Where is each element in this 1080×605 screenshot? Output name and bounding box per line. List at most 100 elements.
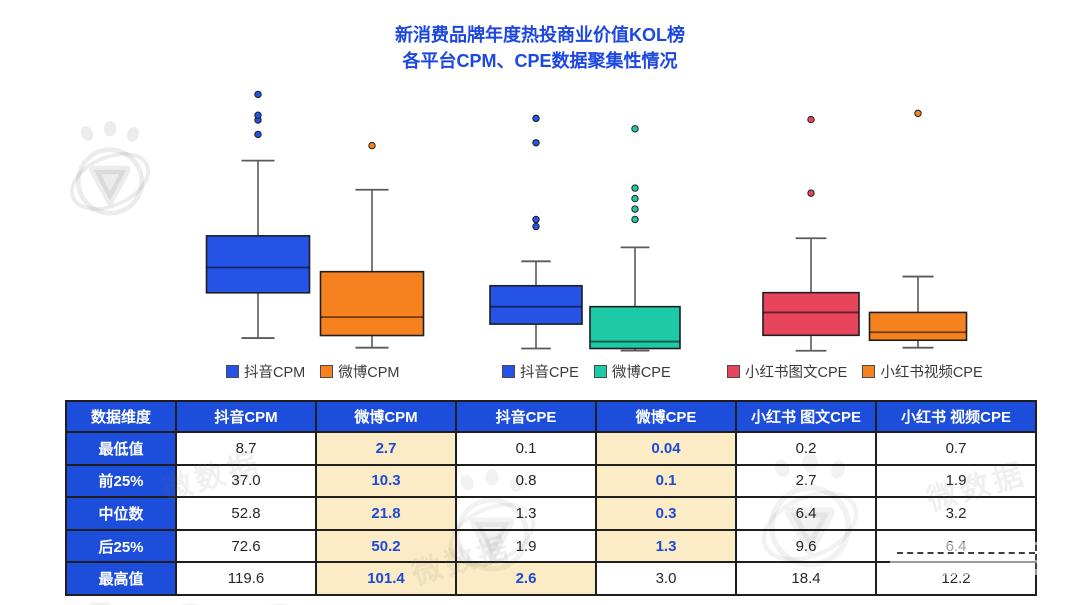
- boxplot-series-1-1: [589, 125, 681, 352]
- outlier-point: [631, 215, 639, 224]
- table-cell: 52.8: [175, 496, 317, 531]
- table-row: 前25% 37.0 10.3 0.8 0.1 2.7 1.9: [65, 463, 1037, 499]
- table-cell: 119.6: [175, 561, 317, 596]
- table-header-cell: 小红书 视频CPE: [875, 400, 1037, 433]
- legend-swatch-icon: [862, 365, 876, 378]
- table-header-row: 数据维度 抖音CPM 微博CPM 抖音CPE 微博CPE 小红书 图文CPE 小红书 视频C…: [65, 400, 1037, 433]
- table-row: 最低值 8.7 2.7 0.1 0.04 0.2 0.7: [65, 431, 1037, 466]
- legend-label: 抖音CPM: [244, 365, 306, 381]
- table-header-cell: 小红书 图文CPE: [735, 400, 877, 433]
- outlier-point: [532, 222, 540, 231]
- title-line1: 新消费品牌年度热投商业价值KOL榜: [395, 25, 685, 45]
- legend-item: 小红书图文CPE: [727, 361, 847, 382]
- row-label-cell: 后25%: [65, 528, 177, 564]
- outlier-point: [631, 184, 639, 192]
- legend-item: 抖音CPM: [226, 361, 305, 382]
- boxplot-series-0-1: [319, 141, 425, 349]
- outlier-point: [254, 90, 262, 99]
- table-cell-highlighted: 0.3: [595, 496, 737, 531]
- title-line2: 各平台CPM、CPE数据聚集性情况: [402, 51, 678, 71]
- outlier-point: [254, 130, 262, 139]
- outlier-point: [254, 111, 262, 119]
- boxplot-series-0-0: [205, 90, 311, 339]
- row-label-cell: 最低值: [65, 431, 177, 466]
- page-title: 新消费品牌年度热投商业价值KOL榜 各平台CPM、CPE数据聚集性情况: [0, 22, 1080, 74]
- table-header-cell: 数据维度: [65, 400, 177, 433]
- table-cell: 2.7: [735, 463, 877, 499]
- table-header-cell: 微博CPM: [315, 400, 457, 433]
- table-header-cell: 抖音CPM: [175, 400, 317, 433]
- table-cell: 3.0: [595, 561, 737, 596]
- outlier-point: [368, 141, 376, 150]
- legend-item: 微博CPM: [320, 361, 399, 382]
- legend-swatch-icon: [593, 365, 607, 378]
- legend-swatch-icon: [502, 365, 515, 378]
- outlier-point: [631, 125, 639, 133]
- boxplot-series-2-1: [868, 109, 968, 349]
- legend-swatch-icon: [226, 365, 239, 378]
- table-cell: 3.2: [875, 496, 1037, 531]
- table-cell-highlighted: 50.2: [315, 528, 457, 564]
- data-table: 数据维度 抖音CPM 微博CPM 抖音CPE 微博CPE 小红书 图文CPE 小红书 视频C…: [65, 400, 1037, 596]
- outlier-point: [532, 139, 540, 147]
- smudge-artifact: [890, 542, 1080, 575]
- table-cell-highlighted: 0.04: [595, 431, 737, 466]
- table-cell-highlighted: 2.7: [315, 431, 457, 466]
- watermark-arcs: [55, 596, 375, 605]
- table-row: 中位数 52.8 21.8 1.3 0.3 6.4 3.2: [65, 496, 1037, 531]
- table-cell-highlighted: 101.4: [315, 561, 457, 596]
- table-cell: 1.9: [875, 463, 1037, 499]
- table-header-cell: 抖音CPE: [455, 400, 597, 433]
- legend-label: 抖音CPE: [520, 365, 579, 381]
- table-cell-highlighted: 21.8: [315, 496, 457, 531]
- outlier-point: [914, 109, 922, 118]
- smudge-dashed-border-h: [897, 552, 1035, 554]
- table-cell: 0.7: [875, 431, 1037, 466]
- table-cell: 1.9: [455, 528, 597, 564]
- smudge-dashed-border-v: [1035, 545, 1037, 569]
- boxplot-chart: [205, 90, 968, 352]
- table-cell: 6.4: [735, 496, 877, 531]
- legend-item: 抖音CPE: [502, 361, 579, 382]
- table-cell: 0.1: [455, 431, 597, 466]
- legend-group-2: 抖音CPE 微博CPE: [502, 361, 671, 382]
- legend-label: 微博CPE: [611, 365, 671, 381]
- table-cell: 1.3: [455, 496, 597, 531]
- legend-swatch-icon: [320, 365, 334, 378]
- outlier-point: [532, 215, 540, 224]
- boxplot-series-1-0: [489, 114, 583, 350]
- legend-group-1: 抖音CPM 微博CPM: [226, 361, 399, 382]
- legend-label: 微博CPM: [338, 365, 400, 381]
- table-cell: 8.7: [175, 431, 317, 466]
- table-row: 最高值 119.6 101.4 2.6 3.0 18.4 12.2: [65, 561, 1037, 596]
- outlier-point: [807, 189, 815, 197]
- table-cell-highlighted: 0.1: [595, 463, 737, 499]
- smudge-artifact-core: [894, 551, 1038, 558]
- row-label-cell: 前25%: [65, 463, 177, 499]
- table-cell: 37.0: [175, 463, 317, 499]
- legend-label: 小红书视频CPE: [880, 365, 983, 381]
- legend-group-3: 小红书图文CPE 小红书视频CPE: [727, 361, 983, 382]
- table-cell: 9.6: [735, 528, 877, 564]
- table-header-cell: 微博CPE: [595, 400, 737, 433]
- table-cell: 72.6: [175, 528, 317, 564]
- legend-item: 小红书视频CPE: [862, 361, 983, 382]
- table-cell-highlighted: 1.3: [595, 528, 737, 564]
- row-label-cell: 最高值: [65, 561, 177, 596]
- table-cell-highlighted: 10.3: [315, 463, 457, 499]
- table-cell: 0.8: [455, 463, 597, 499]
- legend-label: 小红书图文CPE: [745, 365, 848, 381]
- outlier-point: [807, 115, 815, 124]
- outlier-point: [631, 205, 639, 213]
- table-cell-highlighted: 2.6: [455, 561, 597, 596]
- boxplot-series-2-0: [762, 115, 860, 352]
- row-label-cell: 中位数: [65, 496, 177, 531]
- outlier-point: [532, 114, 540, 123]
- outlier-point: [631, 194, 639, 203]
- table-cell: 0.2: [735, 431, 877, 466]
- table-wrap: 数据维度 抖音CPM 微博CPM 抖音CPE 微博CPE 小红书 图文CPE 小红书 视频C…: [65, 400, 1037, 596]
- legend-swatch-icon: [727, 365, 740, 378]
- legend-item: 微博CPE: [593, 361, 671, 382]
- table-cell: 18.4: [735, 561, 877, 596]
